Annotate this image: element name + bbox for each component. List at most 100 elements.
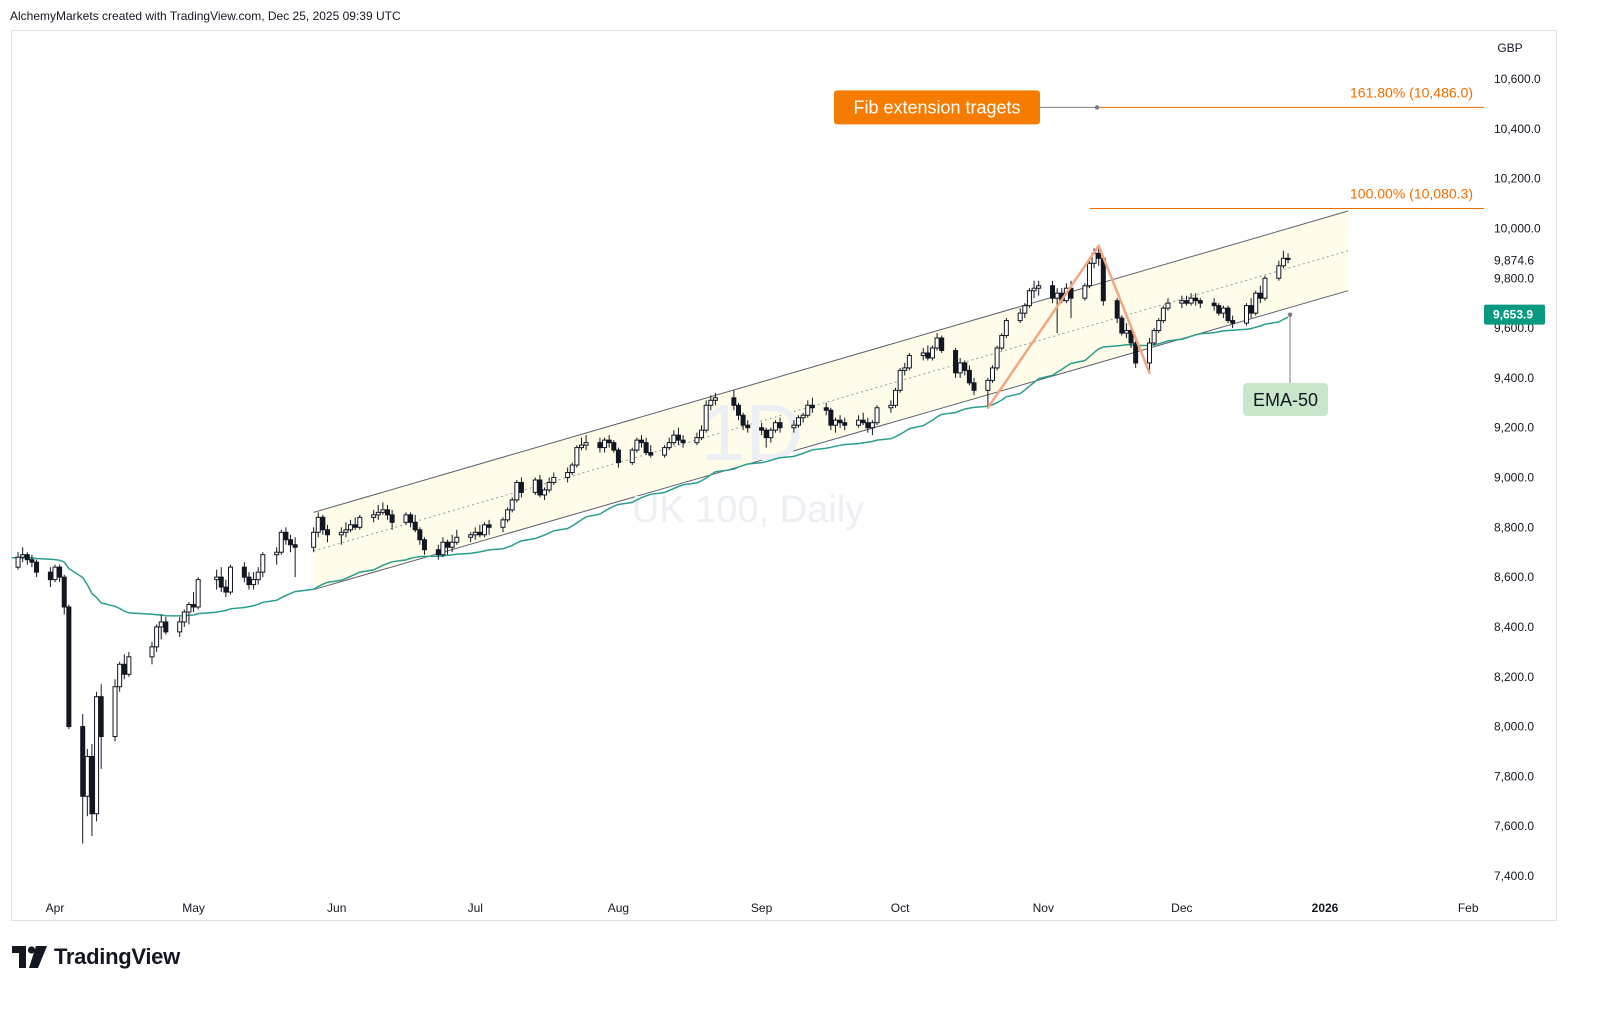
candle <box>47 567 53 588</box>
candle-body <box>615 449 621 464</box>
candle-body <box>121 663 127 675</box>
candle-body <box>385 509 391 516</box>
candle-body <box>66 606 72 728</box>
candle-body <box>578 444 584 449</box>
candle-body <box>1082 285 1088 299</box>
candle-body <box>860 419 866 424</box>
candle <box>832 417 838 433</box>
candle <box>962 360 968 376</box>
candle-body <box>2 562 6 567</box>
candle <box>989 365 995 383</box>
candles <box>2 245 1291 844</box>
candle <box>412 514 418 533</box>
candle <box>906 352 912 371</box>
candle-body <box>158 621 164 628</box>
candle <box>181 609 187 627</box>
candle <box>421 537 427 555</box>
candle <box>486 519 492 535</box>
candle-body <box>671 434 677 444</box>
candle-body <box>371 514 377 518</box>
candle-body <box>126 656 132 675</box>
chart-attribution: AlchemyMarkets created with TradingView.… <box>10 9 401 23</box>
candle <box>255 567 261 585</box>
last-price-label: 9,874.6 <box>1494 254 1534 268</box>
candle-body <box>445 541 451 548</box>
candle <box>611 440 617 453</box>
symbol-watermark: UK 100, Daily <box>632 489 864 531</box>
candle-body <box>1257 292 1263 299</box>
candle <box>352 517 358 530</box>
candle <box>1031 280 1037 299</box>
candle-body <box>893 389 899 406</box>
candle-body <box>574 447 580 466</box>
candle-body <box>597 442 603 449</box>
candle-body <box>712 397 718 401</box>
candle <box>551 472 557 485</box>
candle-body <box>680 439 686 444</box>
candle <box>61 574 67 615</box>
candle <box>578 437 584 451</box>
candle-body <box>260 554 266 573</box>
candle-body <box>1285 257 1291 261</box>
candle-body <box>218 576 224 588</box>
candle <box>288 534 294 553</box>
candle-body <box>1022 305 1028 314</box>
candle-body <box>352 524 358 528</box>
candle <box>823 402 829 416</box>
price-axis[interactable]: GBP 7,400.0 7,600.0 7,800.0 8,000.0 8,200.0 8,… <box>1484 41 1545 883</box>
candle <box>260 552 266 578</box>
candle-body <box>1165 302 1171 309</box>
swing-lines <box>986 244 1151 410</box>
candle-body <box>20 554 26 558</box>
candle <box>408 512 414 528</box>
ema-price-badge <box>1484 304 1545 325</box>
candle <box>643 437 649 456</box>
candle <box>1086 260 1092 289</box>
candle-body <box>865 422 871 429</box>
x-tick-label: Feb <box>1458 901 1479 915</box>
candle-body <box>251 579 257 586</box>
candle <box>343 522 349 538</box>
tradingview-logo[interactable]: TradingView <box>12 944 180 970</box>
candle-body <box>791 424 797 429</box>
candle-body <box>380 509 386 513</box>
candle-body <box>454 536 460 543</box>
candle-body <box>906 354 912 369</box>
candle-body <box>29 559 35 563</box>
ema-price-label: 9,653.9 <box>1493 308 1533 322</box>
candle <box>1280 250 1286 269</box>
time-axis[interactable]: Apr May Jun Jul Aug Sep Oct Nov Dec 2026 Feb <box>46 901 1479 915</box>
fib-extension-levels: 161.80% (10,486.0) 100.00% (10,080.3) <box>1090 84 1484 209</box>
candle <box>1026 288 1032 309</box>
candle-body <box>925 352 931 359</box>
candle-body <box>481 524 487 536</box>
candle-body <box>288 539 294 546</box>
candle <box>1114 298 1120 324</box>
channel-fill <box>313 211 1349 590</box>
x-tick-label: Oct <box>891 901 910 915</box>
candlestick-chart[interactable]: 1D UK 100, Daily 161.80% (10,486.0) 100.0… <box>0 0 1600 935</box>
candle <box>809 397 815 413</box>
candle <box>454 529 460 545</box>
candle <box>380 502 386 515</box>
candle-body <box>532 479 538 493</box>
candle <box>763 427 769 448</box>
candle <box>745 420 751 433</box>
candle <box>735 402 741 421</box>
candle <box>389 509 395 530</box>
candle-body <box>408 514 414 523</box>
candle-body <box>842 422 848 426</box>
candle-body <box>112 686 118 738</box>
candle <box>89 743 95 837</box>
candle-body <box>888 404 894 409</box>
candle <box>227 564 233 595</box>
candle-body <box>777 422 783 429</box>
candle <box>477 524 483 538</box>
x-tick-label: Apr <box>46 901 65 915</box>
candle <box>777 417 783 433</box>
candle-body <box>1276 265 1282 279</box>
candle-body <box>472 531 478 536</box>
candle-body <box>315 516 321 533</box>
candle-body <box>772 422 778 431</box>
candle <box>223 579 229 598</box>
